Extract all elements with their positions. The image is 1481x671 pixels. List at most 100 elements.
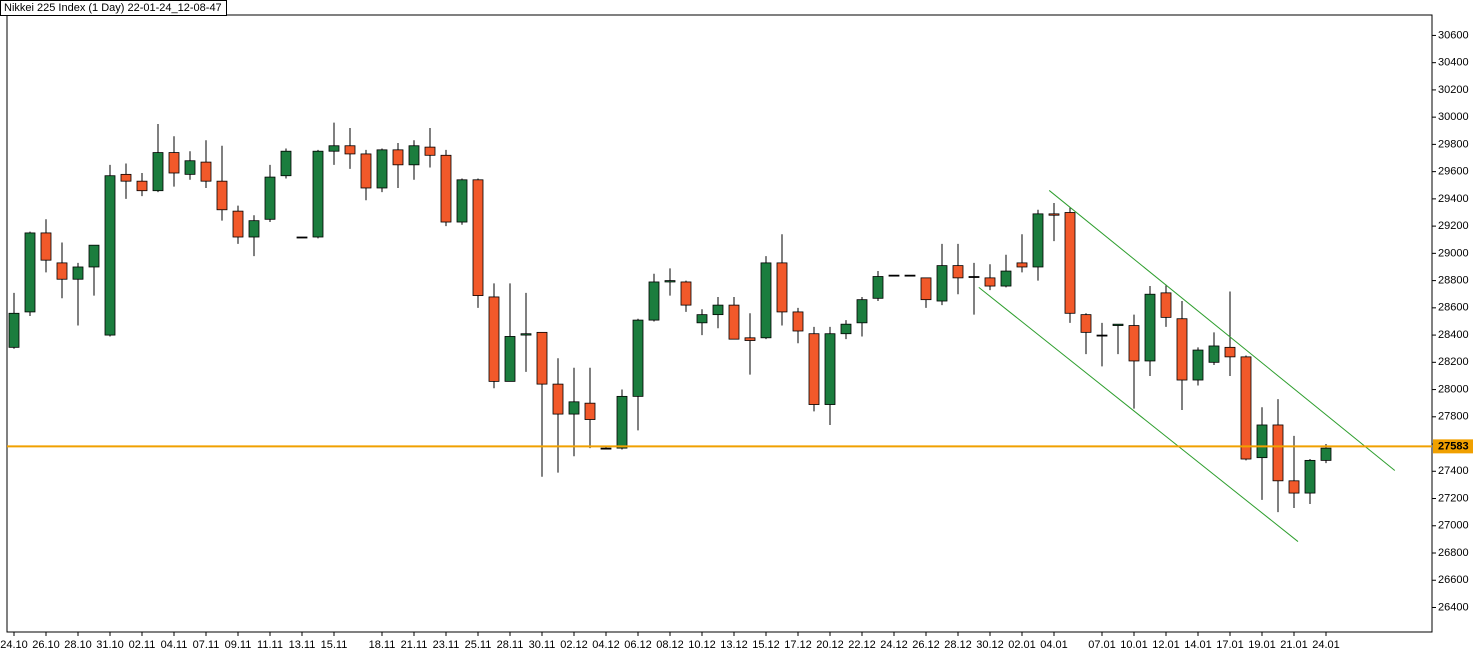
y-tick-label: 27400 bbox=[1438, 465, 1469, 477]
candle-body bbox=[264, 176, 276, 220]
candle-body bbox=[920, 277, 932, 301]
x-tick-label: 20.12 bbox=[816, 639, 844, 651]
y-tick-label: 30400 bbox=[1438, 57, 1469, 69]
y-tick-label: 30200 bbox=[1438, 84, 1469, 96]
x-tick-label: 17.01 bbox=[1216, 639, 1244, 651]
x-tick-label: 10.12 bbox=[688, 639, 716, 651]
x-tick-label: 24.01 bbox=[1312, 639, 1340, 651]
candle-body bbox=[1016, 262, 1028, 268]
x-tick-label: 24.12 bbox=[880, 639, 908, 651]
candle-body bbox=[728, 304, 740, 340]
x-tick-label: 21.11 bbox=[401, 639, 428, 651]
y-tick-label: 28000 bbox=[1438, 383, 1469, 395]
y-tick-label: 26800 bbox=[1438, 547, 1469, 559]
x-tick-label: 06.12 bbox=[624, 639, 652, 651]
candle-body bbox=[520, 333, 532, 336]
x-tick-label: 15.11 bbox=[321, 639, 348, 651]
candle-body bbox=[616, 395, 628, 449]
candle-body bbox=[984, 277, 996, 287]
candle-body bbox=[1048, 213, 1060, 216]
x-tick-label: 28.11 bbox=[497, 639, 524, 651]
y-tick-label: 28800 bbox=[1438, 275, 1469, 287]
y-tick-label: 27800 bbox=[1438, 411, 1469, 423]
x-tick-label: 04.11 bbox=[161, 639, 188, 651]
x-tick-label: 02.01 bbox=[1008, 639, 1036, 651]
x-tick-label: 08.12 bbox=[656, 639, 684, 651]
candle-body bbox=[456, 179, 468, 223]
candle-body bbox=[824, 333, 836, 405]
candle-body bbox=[168, 152, 180, 174]
x-tick-label: 30.12 bbox=[976, 639, 1004, 651]
y-tick-label: 28200 bbox=[1438, 356, 1469, 368]
x-tick-label: 25.11 bbox=[465, 639, 492, 651]
candle-body bbox=[648, 281, 660, 321]
candle-body bbox=[24, 232, 36, 313]
x-tick-label: 21.01 bbox=[1280, 639, 1308, 651]
candle-body bbox=[1240, 356, 1252, 460]
price-label: 27583 bbox=[1438, 440, 1469, 452]
candle-body bbox=[120, 173, 132, 182]
y-tick-label: 26600 bbox=[1438, 574, 1469, 586]
y-tick-label: 29600 bbox=[1438, 166, 1469, 178]
y-tick-label: 29000 bbox=[1438, 247, 1469, 259]
y-tick-label: 26400 bbox=[1438, 601, 1469, 613]
y-tick-label: 27200 bbox=[1438, 492, 1469, 504]
x-tick-label: 15.12 bbox=[752, 639, 780, 651]
candle-body bbox=[1112, 323, 1124, 326]
candle-body bbox=[552, 383, 564, 415]
trend-line bbox=[978, 287, 1299, 542]
candle-body bbox=[344, 145, 356, 155]
candle-body bbox=[584, 402, 596, 420]
y-tick-label: 29200 bbox=[1438, 220, 1469, 232]
x-tick-label: 30.11 bbox=[529, 639, 556, 651]
candle-body bbox=[328, 145, 340, 152]
candle-body bbox=[104, 175, 116, 336]
x-tick-label: 22.12 bbox=[848, 639, 876, 651]
y-tick-label: 28600 bbox=[1438, 302, 1469, 314]
candle-body bbox=[152, 152, 164, 192]
candle-body bbox=[1128, 325, 1140, 362]
x-tick-label: 04.12 bbox=[592, 639, 620, 651]
price-label-box bbox=[1433, 439, 1473, 454]
y-tick-label: 30600 bbox=[1438, 29, 1469, 41]
x-tick-label: 13.11 bbox=[289, 639, 316, 651]
x-tick-label: 02.11 bbox=[129, 639, 156, 651]
candle-body bbox=[392, 149, 404, 166]
y-tick-label: 29400 bbox=[1438, 193, 1469, 205]
candle-body bbox=[904, 274, 916, 277]
candle-body bbox=[200, 161, 212, 182]
candle-body bbox=[1320, 447, 1332, 461]
candle-body bbox=[440, 154, 452, 223]
candle-body bbox=[664, 280, 676, 283]
x-tick-label: 07.01 bbox=[1088, 639, 1116, 651]
candle-body bbox=[1288, 480, 1300, 494]
candle-body bbox=[472, 179, 484, 296]
candle-body bbox=[360, 153, 372, 189]
candle-body bbox=[712, 304, 724, 316]
x-tick-label: 17.12 bbox=[784, 639, 812, 651]
candle-body bbox=[216, 180, 228, 211]
candle-body bbox=[776, 262, 788, 313]
candle-body bbox=[296, 236, 308, 239]
y-tick-label: 30000 bbox=[1438, 111, 1469, 123]
candle-body bbox=[968, 276, 980, 278]
candle-body bbox=[856, 299, 868, 324]
x-tick-label: 13.12 bbox=[720, 639, 748, 651]
x-tick-label: 09.11 bbox=[225, 639, 252, 651]
plot-frame bbox=[6, 14, 1433, 633]
candle-body bbox=[248, 220, 260, 238]
x-tick-label: 02.12 bbox=[560, 639, 588, 651]
candle-body bbox=[1256, 424, 1268, 459]
candle-body bbox=[696, 314, 708, 324]
candle-body bbox=[1144, 293, 1156, 362]
candle-body bbox=[312, 150, 324, 238]
candle-body bbox=[56, 262, 68, 280]
candle-body bbox=[184, 160, 196, 175]
candle-body bbox=[1160, 292, 1172, 318]
candle-body bbox=[888, 274, 900, 277]
x-tick-label: 28.12 bbox=[944, 639, 972, 651]
candle-body bbox=[568, 401, 580, 415]
candle-body bbox=[1192, 349, 1204, 381]
x-tick-label: 18.11 bbox=[369, 639, 396, 651]
